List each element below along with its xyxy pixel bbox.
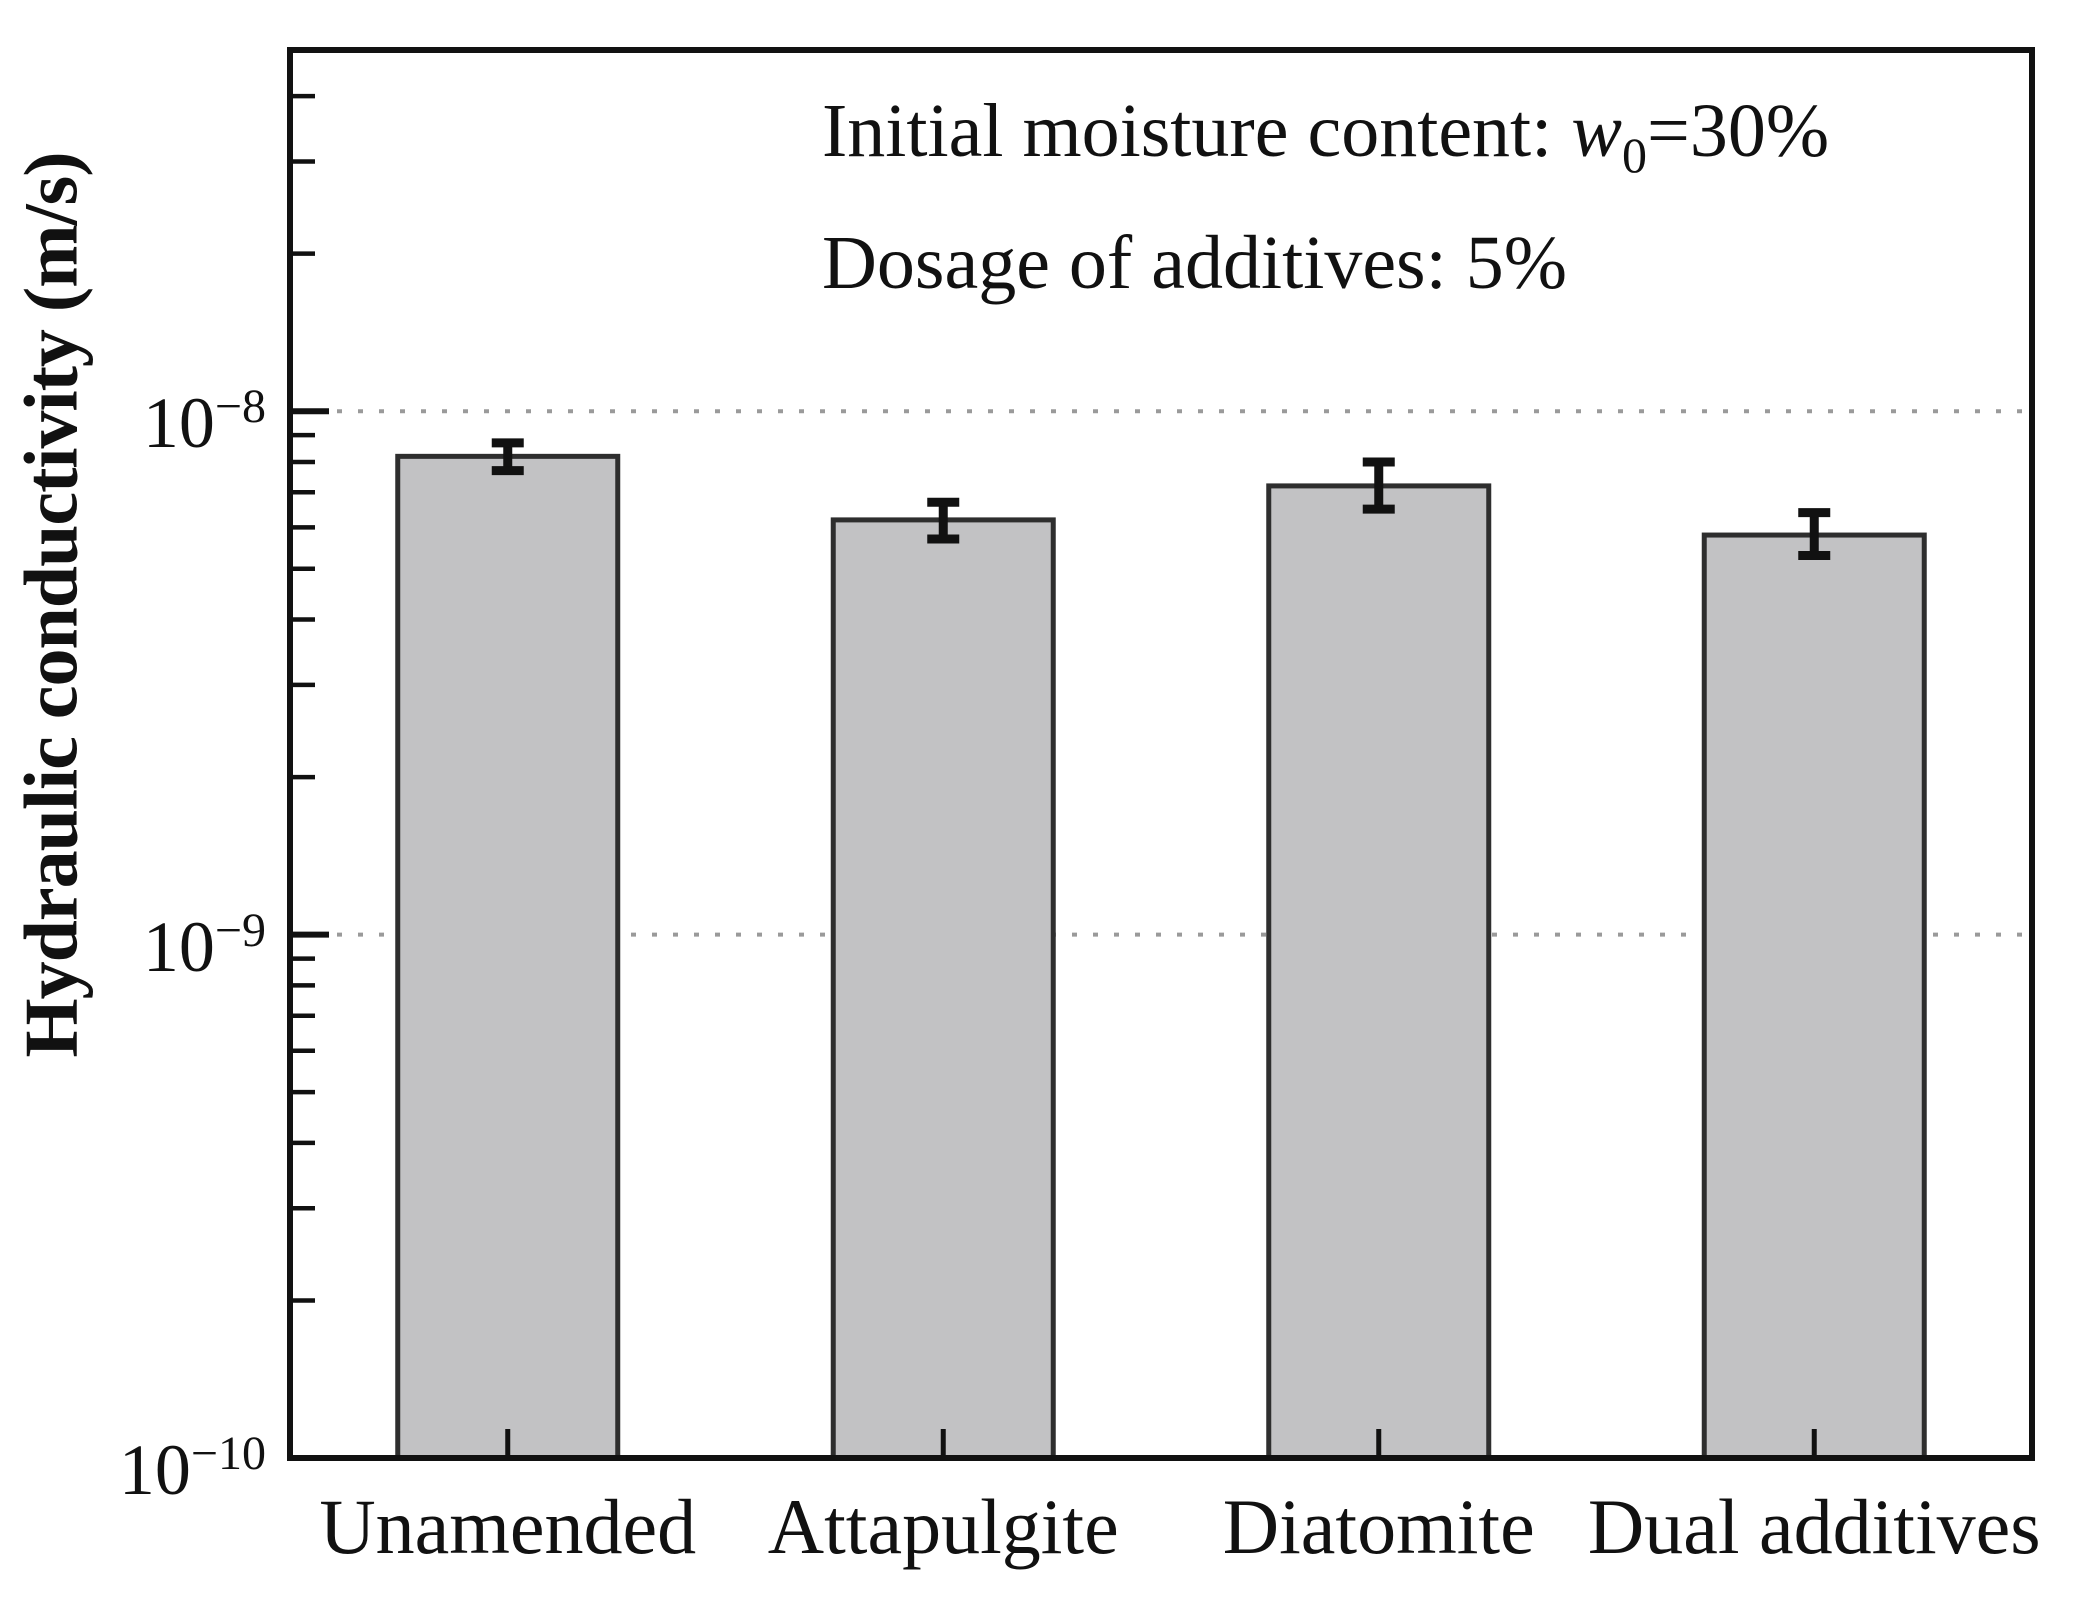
- annotation-moisture-content: Initial moisture content: w0=30%: [822, 88, 1829, 184]
- x-tick-label-dual-additives: Dual additives: [1587, 1483, 2041, 1570]
- bar-attapulgite: [830, 517, 1056, 1461]
- y-tick-label-1e-8: 10−8: [142, 380, 266, 464]
- annotation-moisture-value: =30%: [1646, 89, 1830, 173]
- x-tick-label-attapulgite: Attapulgite: [767, 1483, 1119, 1570]
- y-tick-label-1e-9: 10−9: [142, 903, 266, 987]
- y-tick-label-1e-10: 10−10: [118, 1427, 266, 1510]
- annotation-moisture-subscript: 0: [1621, 127, 1647, 184]
- bar-unamended: [395, 453, 621, 1461]
- bar-diatomite: [1266, 483, 1492, 1461]
- annotation-moisture-prefix: Initial moisture content:: [822, 89, 1572, 173]
- x-tick-label-unamended: Unamended: [319, 1483, 697, 1570]
- annotation-moisture-variable: w: [1571, 89, 1622, 173]
- plot-border: [287, 47, 2035, 1461]
- annotation-dosage: Dosage of additives: 5%: [822, 221, 1568, 305]
- x-tick-label-diatomite: Diatomite: [1222, 1483, 1535, 1570]
- bar-dual-additives: [1701, 532, 1927, 1461]
